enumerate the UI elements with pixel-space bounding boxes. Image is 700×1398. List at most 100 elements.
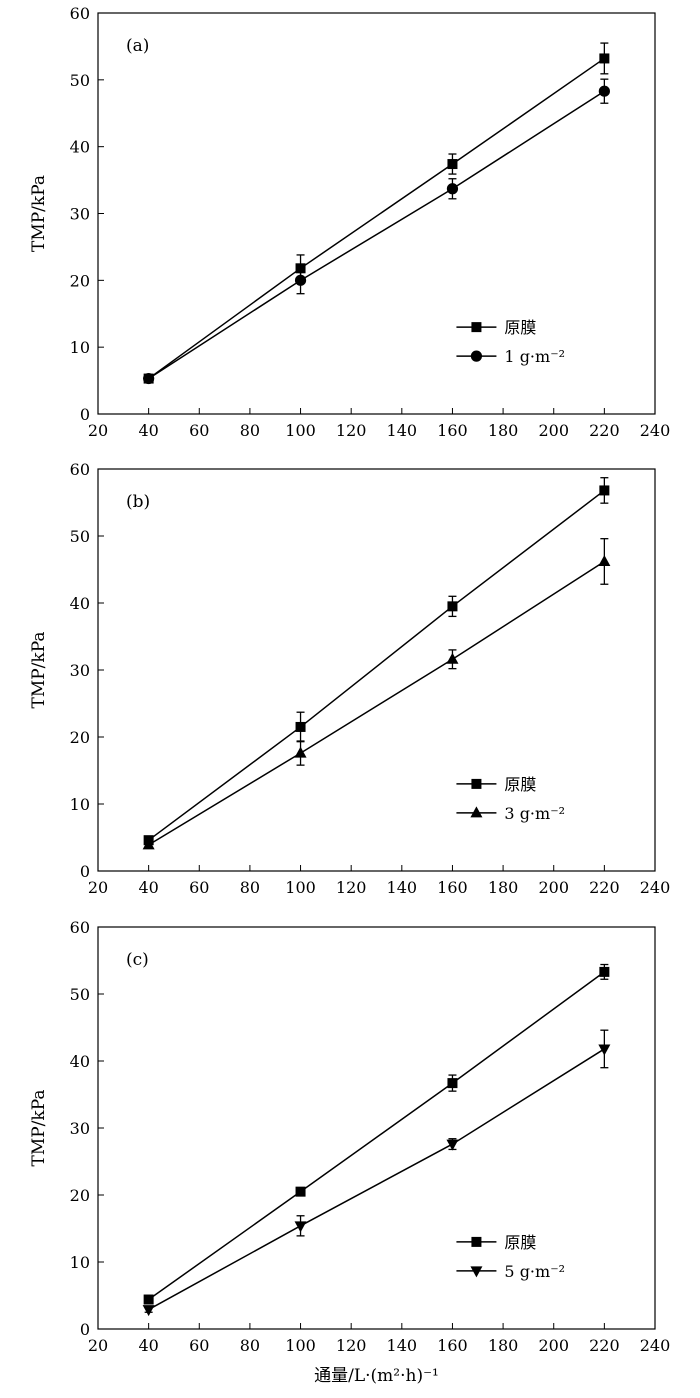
x-tick-label: 20 (88, 1336, 108, 1355)
legend-label: 1 g·m⁻² (504, 347, 565, 366)
y-tick-label: 60 (70, 4, 90, 23)
series-line (148, 489, 605, 841)
series-1 (143, 42, 610, 384)
data-point (446, 1139, 459, 1151)
x-tick-label: 60 (189, 421, 209, 440)
x-tick-label: 140 (387, 1336, 418, 1355)
y-tick-label: 30 (70, 205, 90, 224)
x-tick-label: 100 (285, 878, 316, 897)
legend-marker (471, 1236, 482, 1247)
legend-label: 原膜 (504, 1233, 536, 1252)
chart-panel-1: 20 40 60 80 100 120 140 160 180 200 220 240 0 10 20 30 4… (29, 4, 670, 440)
x-tick-label: 240 (640, 878, 671, 897)
y-tick-label: 0 (80, 862, 90, 881)
x-tick-label: 180 (488, 878, 519, 897)
x-axis-title: 通量/L·(m²·h)⁻¹ (314, 1366, 439, 1386)
y-axis-title: TMP/kPa (29, 1089, 49, 1166)
y-tick-label: 60 (70, 460, 90, 479)
y-tick-label: 40 (70, 138, 90, 157)
y-tick-label: 0 (80, 1320, 90, 1339)
x-tick-label: 240 (640, 421, 671, 440)
plot-frame (97, 926, 656, 1330)
data-point (599, 53, 610, 64)
data-point (294, 746, 307, 758)
data-point (295, 1186, 306, 1197)
x-tick-label: 160 (437, 421, 468, 440)
x-tick-label: 200 (538, 1336, 569, 1355)
x-tick-label: 40 (138, 421, 158, 440)
panel-label: (a) (126, 36, 149, 56)
series-1 (143, 477, 610, 846)
x-tick-label: 140 (387, 878, 418, 897)
series-2 (142, 1029, 611, 1317)
y-tick-label: 10 (70, 1253, 90, 1272)
legend: 原膜 1 g·m⁻² (456, 318, 565, 366)
x-tick-label: 200 (538, 421, 569, 440)
x-tick-label: 200 (538, 878, 569, 897)
legend-label: 原膜 (504, 775, 536, 794)
x-tick-label: 100 (285, 421, 316, 440)
y-tick-label: 10 (70, 338, 90, 357)
y-tick-label: 30 (70, 1119, 90, 1138)
y-tick-label: 50 (70, 527, 90, 546)
series-line (148, 971, 605, 1301)
x-tick-label: 120 (336, 421, 367, 440)
legend-marker (470, 1266, 483, 1278)
y-tick-label: 20 (70, 1186, 90, 1205)
series-2 (143, 78, 610, 385)
y-tick-label: 40 (70, 1052, 90, 1071)
x-tick-label: 180 (488, 421, 519, 440)
legend-marker (470, 350, 483, 362)
data-point (142, 838, 155, 850)
x-tick-label: 120 (336, 1336, 367, 1355)
x-tick-label: 80 (240, 878, 260, 897)
x-tick-label: 240 (640, 1336, 671, 1355)
data-point (446, 183, 459, 195)
x-tick-label: 220 (589, 878, 620, 897)
series-line (148, 57, 605, 380)
y-tick-label: 50 (70, 71, 90, 90)
data-point (295, 721, 306, 732)
x-tick-label: 220 (589, 1336, 620, 1355)
y-tick-label: 60 (70, 918, 90, 937)
data-point (143, 1294, 154, 1305)
x-tick-label: 60 (189, 1336, 209, 1355)
data-point (599, 966, 610, 977)
legend-label: 5 g·m⁻² (504, 1262, 565, 1281)
data-point (598, 554, 611, 566)
legend: 原膜 3 g·m⁻² (456, 775, 565, 823)
data-point (294, 274, 307, 286)
data-point (294, 1221, 307, 1233)
legend: 原膜 5 g·m⁻² (456, 1233, 565, 1281)
x-tick-label: 100 (285, 1336, 316, 1355)
chart-panel-2: 20 40 60 80 100 120 140 160 180 200 220 240 0 10 20 30 4… (29, 460, 670, 897)
data-point (447, 1078, 458, 1089)
data-point (447, 601, 458, 612)
plot-frame (97, 468, 656, 872)
y-tick-label: 0 (80, 405, 90, 424)
series-line (148, 1048, 605, 1311)
y-tick-label: 10 (70, 795, 90, 814)
series-1 (143, 963, 610, 1305)
legend-marker (470, 806, 483, 818)
y-axis-title: TMP/kPa (29, 631, 49, 708)
series-line (148, 560, 605, 846)
legend-label: 3 g·m⁻² (504, 804, 565, 823)
x-tick-label: 160 (437, 878, 468, 897)
x-tick-label: 40 (138, 878, 158, 897)
data-point (446, 652, 459, 664)
x-tick-label: 60 (189, 878, 209, 897)
x-tick-label: 180 (488, 1336, 519, 1355)
x-tick-label: 80 (240, 421, 260, 440)
data-point (599, 485, 610, 496)
x-tick-label: 220 (589, 421, 620, 440)
x-tick-label: 40 (138, 1336, 158, 1355)
x-tick-label: 20 (88, 421, 108, 440)
x-tick-label: 140 (387, 421, 418, 440)
y-tick-label: 30 (70, 661, 90, 680)
series-line (148, 90, 605, 380)
data-point (447, 159, 458, 170)
data-point (598, 1044, 611, 1056)
x-tick-label: 160 (437, 1336, 468, 1355)
